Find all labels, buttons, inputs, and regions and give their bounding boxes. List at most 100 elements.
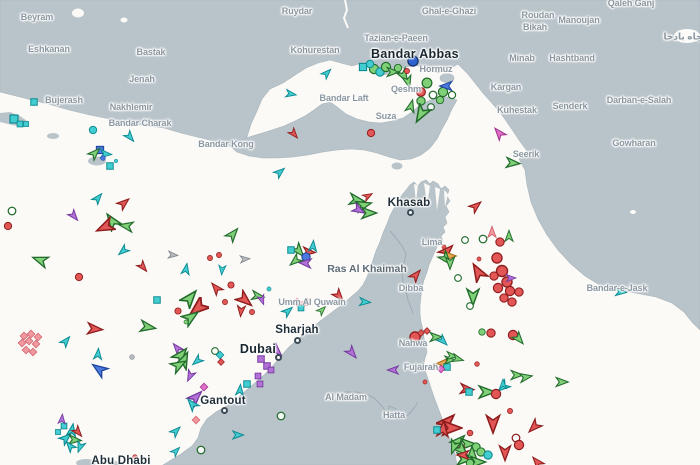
- ship-marker-arrow-green[interactable]: [284, 250, 306, 272]
- ship-marker-d-red[interactable]: [210, 351, 232, 373]
- ship-marker-c-red[interactable]: [485, 383, 507, 405]
- ship-marker-dot-teal[interactable]: [258, 278, 280, 300]
- ship-marker-d-pink[interactable]: [25, 333, 47, 355]
- ship-marker-arrow-red[interactable]: [467, 261, 489, 283]
- ship-marker-c-red[interactable]: [489, 231, 511, 253]
- ship-marker-arrow-teal[interactable]: [277, 300, 299, 322]
- ship-marker-c-red[interactable]: [491, 260, 513, 282]
- ship-marker-ring-green[interactable]: [454, 229, 476, 251]
- ship-marker-sq-teal[interactable]: [236, 373, 258, 395]
- ship-marker-arrow-purple[interactable]: [266, 340, 288, 362]
- ship-marker-arrow-green[interactable]: [288, 240, 310, 262]
- ship-marker-c-green[interactable]: [459, 452, 481, 465]
- ship-marker-dot-red[interactable]: [208, 244, 230, 266]
- ship-marker-sq-teal[interactable]: [280, 239, 302, 261]
- ship-marker-dot-red[interactable]: [68, 266, 90, 288]
- ship-marker-arrow-green[interactable]: [498, 225, 520, 247]
- ship-marker-dot-red[interactable]: [0, 215, 19, 237]
- ship-marker-c-green[interactable]: [416, 72, 438, 94]
- ship-marker-c-red[interactable]: [480, 322, 502, 344]
- ship-marker-arrow-green[interactable]: [115, 215, 137, 237]
- ship-marker-arrow-green[interactable]: [84, 142, 106, 164]
- ship-marker-arrow-green[interactable]: [439, 252, 461, 274]
- ship-marker-arrow-blue[interactable]: [88, 358, 110, 380]
- ship-marker-d-teal[interactable]: [209, 344, 231, 366]
- ship-marker-sq-teal[interactable]: [3, 108, 25, 130]
- ship-marker-c-red[interactable]: [486, 247, 508, 269]
- ship-marker-arrow-red[interactable]: [283, 123, 305, 145]
- ship-marker-ring-green[interactable]: [204, 340, 226, 362]
- ship-marker-dot-red[interactable]: [241, 301, 263, 323]
- ship-marker-ring-green[interactable]: [459, 295, 481, 317]
- ship-marker-arrow-purple[interactable]: [500, 267, 522, 289]
- ship-marker-sq-teal[interactable]: [146, 289, 168, 311]
- ship-marker-arrow-blue[interactable]: [435, 75, 457, 97]
- ship-marker-arrow-red[interactable]: [482, 413, 504, 435]
- ship-marker-arrow-red[interactable]: [113, 192, 135, 214]
- ship-marker-d-pink[interactable]: [22, 341, 44, 363]
- ship-marker-arrow-teal[interactable]: [316, 62, 338, 84]
- ship-marker-arrow-green[interactable]: [443, 436, 465, 458]
- ship-marker-arrow-green[interactable]: [397, 71, 419, 93]
- ship-marker-arrow-teal[interactable]: [87, 343, 109, 365]
- ship-marker-arrow-teal[interactable]: [165, 420, 187, 442]
- ship-marker-arrow-purple[interactable]: [294, 252, 316, 274]
- ship-marker-arrow-green[interactable]: [508, 328, 530, 350]
- ship-marker-arrow-teal[interactable]: [165, 440, 187, 462]
- ship-marker-arrow-green[interactable]: [462, 286, 484, 308]
- ship-marker-arrow-teal[interactable]: [227, 424, 249, 446]
- ship-marker-arrow-purple[interactable]: [179, 365, 201, 387]
- ship-marker-arrow-red[interactable]: [494, 442, 516, 464]
- ship-marker-d-red[interactable]: [416, 320, 438, 342]
- ship-marker-d-pink[interactable]: [185, 409, 207, 431]
- ship-marker-arrow-purple[interactable]: [251, 289, 273, 311]
- ship-marker-arrow-red[interactable]: [526, 451, 548, 465]
- ship-marker-arrow-teal[interactable]: [269, 161, 291, 183]
- ship-marker-arrow-teal[interactable]: [119, 126, 141, 148]
- ship-marker-arrow-green[interactable]: [447, 348, 469, 370]
- ship-marker-dot-red[interactable]: [167, 300, 189, 322]
- ship-marker-dot-red[interactable]: [433, 236, 455, 258]
- ship-marker-arrow-purple[interactable]: [166, 337, 188, 359]
- ship-marker-dot-red[interactable]: [360, 122, 382, 144]
- ship-marker-c-red[interactable]: [493, 287, 515, 309]
- ship-marker-d-pink[interactable]: [296, 291, 318, 313]
- ship-marker-arrow-teal[interactable]: [55, 330, 77, 352]
- ship-marker-d-pink[interactable]: [15, 339, 37, 361]
- ship-marker-c-red[interactable]: [404, 326, 426, 348]
- ship-marker-arrow-teal[interactable]: [186, 350, 208, 372]
- ship-marker-c-red[interactable]: [508, 281, 530, 303]
- ship-marker-arrow-teal[interactable]: [432, 330, 454, 352]
- ship-marker-arrow-teal[interactable]: [87, 187, 109, 209]
- ship-marker-arrow-green[interactable]: [29, 249, 51, 271]
- ship-marker-c-green[interactable]: [471, 321, 493, 343]
- ship-marker-d-pink[interactable]: [20, 323, 42, 345]
- ship-marker-arrow-purple[interactable]: [63, 205, 85, 227]
- ship-marker-arrow-red[interactable]: [328, 285, 350, 307]
- ship-marker-arrow-teal[interactable]: [112, 240, 134, 262]
- ship-marker-c-teal[interactable]: [82, 119, 104, 141]
- ship-marker-arrow-green[interactable]: [551, 371, 573, 393]
- ship-marker-c-teal[interactable]: [477, 444, 499, 465]
- ship-marker-c-red[interactable]: [501, 291, 523, 313]
- ship-marker-dot-red[interactable]: [396, 60, 418, 82]
- ship-marker-arrow-purple[interactable]: [185, 386, 207, 408]
- ship-marker-dot-gray[interactable]: [121, 346, 143, 368]
- ship-marker-sq-teal[interactable]: [23, 91, 45, 113]
- ship-marker-arrow-purple[interactable]: [348, 199, 370, 221]
- ship-marker-arrow-gray[interactable]: [234, 248, 256, 270]
- ship-marker-arrow-teal[interactable]: [302, 235, 324, 257]
- ship-marker-arrow-red[interactable]: [187, 297, 209, 319]
- ship-marker-arrow-green[interactable]: [180, 306, 202, 328]
- ship-marker-arrow-red[interactable]: [67, 421, 89, 443]
- ship-marker-arrow-green[interactable]: [476, 381, 498, 403]
- ship-marker-arrow-teal[interactable]: [280, 83, 302, 105]
- ship-marker-c-navy[interactable]: [402, 50, 424, 72]
- ship-marker-sq-purple[interactable]: [256, 355, 278, 377]
- ship-marker-d-magenta[interactable]: [193, 376, 215, 398]
- ship-marker-arrow-red[interactable]: [405, 264, 427, 286]
- ship-marker-ring-green[interactable]: [422, 84, 444, 106]
- ship-marker-sq-teal[interactable]: [436, 356, 458, 378]
- ship-marker-arrow-green[interactable]: [179, 287, 201, 309]
- ship-marker-d-pink[interactable]: [13, 325, 35, 347]
